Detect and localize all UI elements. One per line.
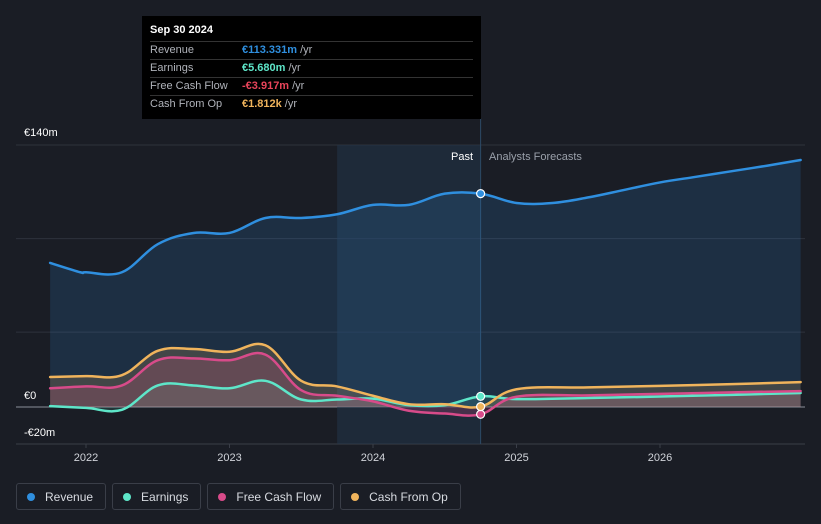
x-tick-label: 2025 [504,452,528,464]
x-tick-label: 2026 [648,452,672,464]
tooltip: Sep 30 2024 Revenue €113.331m /yr Earnin… [142,16,481,119]
tooltip-label: Free Cash Flow [150,80,228,92]
legend-label: Earnings [141,489,189,504]
revenue-line [48,158,802,276]
free-cash-flow-dot-icon [218,492,227,501]
earnings-area [50,380,801,412]
tooltip-value: €113.331m [242,44,298,56]
tooltip-label: Earnings [150,62,194,74]
legend-label: Cash From Op [369,489,448,504]
tooltip-row-revenue: Revenue €113.331m /yr [150,42,473,60]
revenue-dot-icon [27,492,35,501]
tooltip-row-cash-from-op: Cash From Op €1.812k /yr [150,96,473,113]
forecast-label: Analysts Forecasts [489,151,582,163]
tooltip-label: Cash From Op [150,98,223,110]
tooltip-row-free-cash-flow: Free Cash Flow -€3.917m /yr [150,78,473,96]
x-tick-label: 2024 [361,452,385,464]
free-cash-flow-marker [476,409,486,419]
legend-item-free-cash-flow[interactable]: Free Cash Flow [207,483,335,510]
earnings-marker [476,391,486,401]
legend-item-cash-from-op[interactable]: Cash From Op [340,483,461,510]
legend-label: Revenue [45,489,94,504]
tooltip-unit: /yr [292,80,305,92]
legend-item-earnings[interactable]: Earnings [112,483,202,510]
tooltip-label: Revenue [150,44,195,56]
revenue-area [50,159,801,407]
earnings-line [48,379,802,413]
cash-from-op-dot-icon [351,492,360,501]
tooltip-date: Sep 30 2024 [150,24,473,42]
shade-layer [337,118,482,444]
y-tick-label: €140m [24,127,58,139]
x-tick-label: 2022 [74,452,98,464]
free-cash-flow-area [50,353,801,416]
past-shade [337,145,481,444]
past-label: Past [451,151,473,163]
tooltip-value: €1.812k [242,98,282,110]
y-tick-label: €0 [24,390,36,402]
legend: Revenue Earnings Free Cash Flow Cash Fro… [16,483,461,510]
cash-from-op-line [48,342,802,409]
tooltip-unit: /yr [284,98,297,110]
tooltip-unit: /yr [288,62,301,74]
tooltip-row-earnings: Earnings €5.680m /yr [150,60,473,78]
y-tick-label: -€20m [24,427,55,439]
x-tick-label: 2023 [217,452,241,464]
line-layer [48,158,802,417]
tooltip-value: -€3.917m [242,80,290,92]
revenue-marker [476,189,486,199]
free-cash-flow-line [48,351,802,417]
tooltip-value: €5.680m [242,62,286,74]
cash-from-op-marker [476,402,486,412]
legend-item-revenue[interactable]: Revenue [16,483,107,510]
tooltip-unit: /yr [300,44,313,56]
earnings-dot-icon [123,492,132,501]
legend-label: Free Cash Flow [236,489,322,504]
marker-layer [476,189,486,419]
axis-layer: €140m €0 -€20m 2022 2023 2024 2025 2026 [24,127,672,464]
